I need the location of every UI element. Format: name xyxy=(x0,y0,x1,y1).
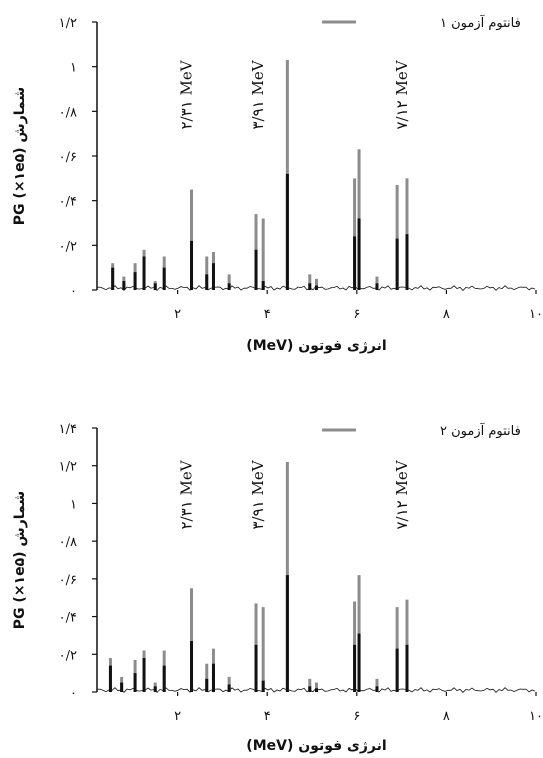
y-tick-label: ۱/۴ xyxy=(59,422,77,437)
legend: فانتوم آزمون ۱ xyxy=(322,14,521,31)
y-tick-label: ۰/۶ xyxy=(59,150,77,165)
chart-2: ۰ ۰/۲ ۰/۴ ۰/۶ ۰/۸ ۱ ۱/۲ ۱/۴ ۲ ۴ ۶ ۸ ۱۰ فانتوم آزمون… xyxy=(12,422,543,754)
y-tick-label: ۰/۲ xyxy=(59,239,77,254)
y-tick-label: ۰/۸ xyxy=(59,535,77,550)
x-axis-label: انرژی فوتون (MeV) xyxy=(246,738,386,754)
x-tick-label: ۲ xyxy=(174,307,181,322)
plot-area xyxy=(96,461,536,693)
annotation-3-91: ۳/۹۱ MeV xyxy=(249,459,267,529)
y-tick-label: ۰/۴ xyxy=(59,611,77,626)
x-tick-label: ۶ xyxy=(353,307,360,322)
y-tick-label: ۰/۶ xyxy=(59,573,77,588)
x-axis: ۲ ۴ ۶ ۸ ۱۰ xyxy=(174,692,543,724)
legend: فانتوم آزمون ۲ xyxy=(322,422,521,439)
chart-1: ۰۰/۲۰/۴۰/۶۰/۸۱۱/۲ ۲ ۴ ۶ ۸ ۱۰ فانتوم آزمون ۱ … xyxy=(12,14,543,354)
legend-label: فانتوم آزمون ۱ xyxy=(440,14,521,31)
x-tick-label: ۱۰ xyxy=(529,307,543,322)
x-tick-label: ۱۰ xyxy=(529,709,543,724)
annotation-2-31: ۲/۳۱ MeV xyxy=(178,459,196,529)
x-tick-label: ۸ xyxy=(443,709,450,724)
y-tick-label: ۰/۲ xyxy=(59,648,77,663)
y-tick-label: ۰/۴ xyxy=(59,195,77,210)
baseline-trace xyxy=(96,285,536,291)
annotation-3-91: ۳/۹۱ MeV xyxy=(249,59,267,129)
x-tick-label: ۴ xyxy=(264,307,271,322)
y-axis: ۰ ۰/۲ ۰/۴ ۰/۶ ۰/۸ ۱ ۱/۲ ۱/۴ xyxy=(59,422,98,701)
x-tick-label: ۸ xyxy=(443,307,450,322)
annotation-7-12: ۷/۱۲ MeV xyxy=(393,459,411,529)
baseline-trace xyxy=(96,687,536,693)
x-axis-label: انرژی فوتون (MeV) xyxy=(246,338,386,354)
x-tick-label: ۴ xyxy=(264,709,271,724)
y-tick-label: ۱/۲ xyxy=(59,460,77,475)
plot-area xyxy=(96,59,536,291)
y-tick-label: ۱ xyxy=(70,497,77,512)
x-tick-label: ۲ xyxy=(174,709,181,724)
y-tick-label: ۰ xyxy=(70,284,77,299)
y-tick-label: ۱ xyxy=(70,61,77,76)
y-axis-label: شمارش PG (×۱e۵) xyxy=(12,87,28,225)
annotation-7-12: ۷/۱۲ MeV xyxy=(393,59,411,129)
x-axis: ۲ ۴ ۶ ۸ ۱۰ xyxy=(174,290,543,322)
annotation-2-31: ۲/۳۱ MeV xyxy=(178,59,196,129)
y-axis-label: شمارش PG (×۱e۵) xyxy=(12,491,28,629)
y-axis: ۰ ۰/۲ ۰/۴ ۰/۶ ۰/۸ ۱ ۱/۲ xyxy=(59,16,98,299)
legend-label: فانتوم آزمون ۲ xyxy=(440,422,521,439)
x-tick-label: ۶ xyxy=(353,709,360,724)
y-tick-label: ۰ xyxy=(70,686,77,701)
y-tick-label: ۱/۲ xyxy=(59,16,77,31)
y-tick-label: ۰/۸ xyxy=(59,105,77,120)
